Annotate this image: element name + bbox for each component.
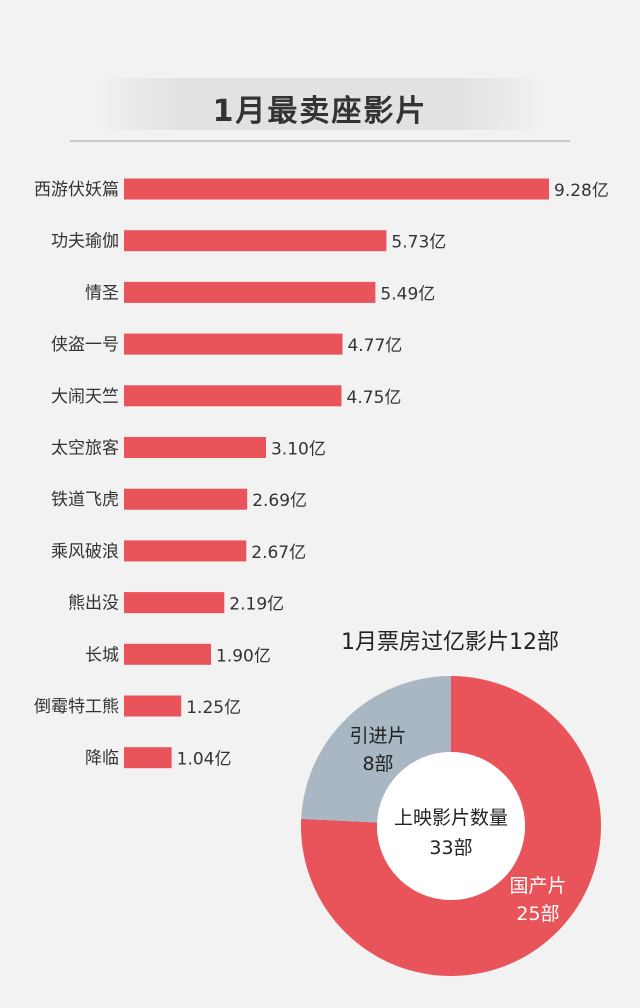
bar	[124, 747, 172, 769]
donut-center-label: 上映影片数量	[394, 807, 508, 829]
bar	[124, 385, 342, 407]
bar	[124, 333, 343, 355]
donut-title: 1月票房过亿影片12部	[341, 630, 559, 655]
page-title: 1月最卖座影片	[212, 94, 428, 129]
donut-hole	[377, 752, 525, 900]
bar-category-label: 倒霉特工熊	[34, 697, 119, 717]
bar-value-label: 1.04亿	[177, 750, 232, 770]
bar-value-label: 1.25亿	[186, 698, 241, 718]
bar-value-label: 5.73亿	[391, 233, 446, 253]
bar	[124, 178, 549, 200]
bar-category-label: 大闹天竺	[51, 387, 119, 407]
bar	[124, 695, 182, 717]
donut-slice	[301, 676, 602, 976]
slice-value-label: 25部	[516, 903, 559, 925]
bar-category-label: 熊出没	[68, 594, 119, 614]
bar-value-label: 9.28亿	[554, 181, 609, 201]
bar	[124, 592, 225, 614]
bar-value-label: 5.49亿	[380, 284, 435, 304]
donut-slice	[301, 676, 451, 823]
bar-value-label: 3.10亿	[271, 440, 326, 460]
bar-category-label: 情圣	[85, 283, 119, 303]
donut-center-label: 33部	[429, 837, 472, 859]
bar	[124, 488, 248, 510]
title-divider	[70, 140, 570, 142]
bar	[124, 281, 376, 303]
slice-name-label: 国产片	[509, 875, 566, 897]
bar-value-label: 4.75亿	[347, 388, 402, 408]
bar-category-label: 铁道飞虎	[51, 490, 119, 510]
bar-category-label: 西游伏妖篇	[34, 180, 119, 200]
bar-category-label: 太空旅客	[51, 439, 119, 459]
bar-category-label: 乘风破浪	[51, 542, 119, 562]
bar-value-label: 4.77亿	[347, 336, 402, 356]
bar-category-label: 长城	[85, 645, 119, 665]
bar-category-label: 功夫瑜伽	[51, 232, 119, 252]
slice-value-label: 8部	[362, 753, 393, 775]
bar-value-label: 2.19亿	[229, 595, 284, 615]
title-band	[90, 78, 550, 130]
bar	[124, 540, 247, 562]
bar	[124, 437, 266, 458]
slice-name-label: 引进片	[349, 725, 406, 747]
bar	[124, 643, 211, 665]
bar-category-label: 降临	[85, 749, 119, 769]
bar-value-label: 2.67亿	[251, 543, 306, 563]
bar-value-label: 1.90亿	[216, 646, 271, 666]
bar-value-label: 2.69亿	[252, 491, 307, 511]
bar-category-label: 侠盗一号	[51, 335, 119, 355]
bar	[124, 230, 387, 252]
